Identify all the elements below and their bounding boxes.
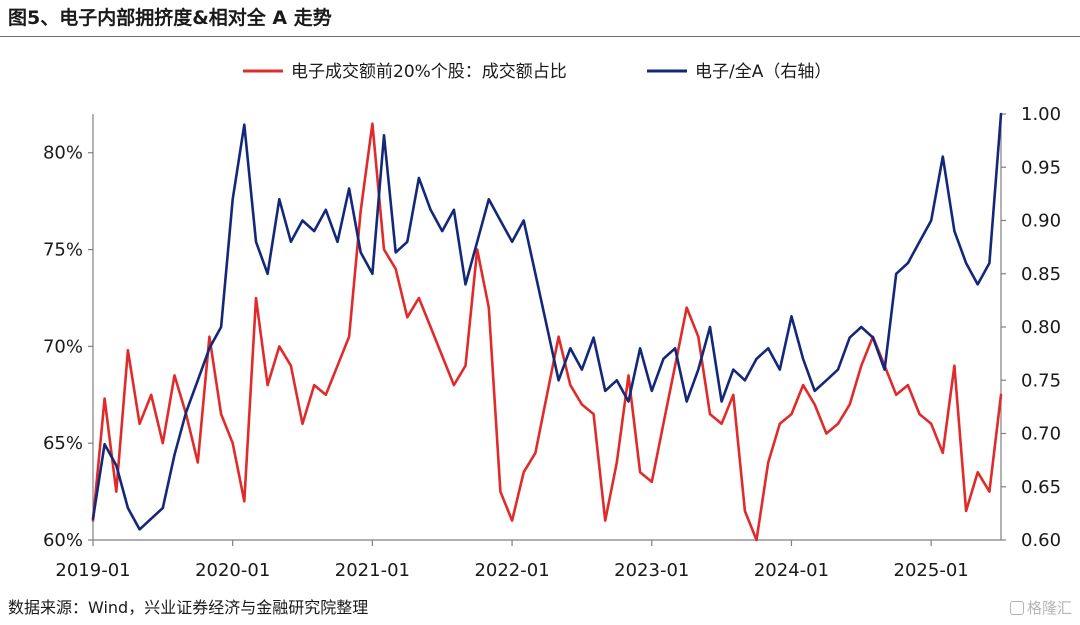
- left-tick-label: 65%: [43, 433, 83, 454]
- x-tick-label: 2022-01: [474, 560, 549, 581]
- title-divider: [0, 36, 1080, 37]
- right-tick-label: 0.95: [1021, 157, 1061, 178]
- right-tick-label: 0.85: [1021, 264, 1061, 285]
- legend-label: 电子/全A（右轴）: [695, 62, 831, 82]
- left-tick-label: 70%: [43, 336, 83, 357]
- legend-label: 电子成交额前20%个股：成交额占比: [291, 62, 567, 82]
- x-tick-label: 2021-01: [335, 560, 410, 581]
- left-tick-label: 75%: [43, 240, 83, 261]
- x-tick-label: 2025-01: [894, 560, 969, 581]
- right-y-axis: 0.60 0.65 0.70 0.75 0.80 0.85 0.90 0.95 1.00: [1000, 104, 1061, 551]
- series-line-top20-turnover-share: [91, 122, 1003, 542]
- right-tick-label: 1.00: [1021, 104, 1061, 125]
- right-tick-label: 0.65: [1021, 477, 1061, 498]
- watermark: 格隆汇: [1009, 598, 1072, 618]
- left-y-axis: 60% 65% 70% 75% 80%: [43, 114, 94, 551]
- x-tick-label: 2020-01: [195, 560, 270, 581]
- right-tick-label: 0.60: [1021, 530, 1061, 551]
- left-tick-label: 60%: [43, 530, 83, 551]
- right-tick-label: 0.70: [1021, 424, 1061, 445]
- x-tick-label: 2019-01: [55, 560, 130, 581]
- x-tick-label: 2024-01: [754, 560, 829, 581]
- watermark-text: 格隆汇: [1026, 599, 1072, 617]
- x-tick-label: 2023-01: [614, 560, 689, 581]
- x-axis: 2019-01 2020-01 2021-01 2022-01 2023-01 2024-…: [55, 539, 1001, 581]
- chart-title: 图5、电子内部拥挤度&相对全 A 走势: [8, 7, 332, 29]
- series-line-relative-to-all-a: [91, 112, 1003, 531]
- series-layer: [91, 112, 1003, 542]
- data-source-note: 数据来源：Wind，兴业证券经济与金融研究院整理: [8, 598, 369, 617]
- legend: 电子成交额前20%个股：成交额占比 电子/全A（右轴）: [243, 62, 831, 82]
- watermark-logo-icon: [1009, 601, 1024, 615]
- left-tick-label: 80%: [43, 143, 83, 164]
- right-tick-label: 0.80: [1021, 317, 1061, 338]
- right-tick-label: 0.90: [1021, 211, 1061, 232]
- right-tick-label: 0.75: [1021, 370, 1061, 391]
